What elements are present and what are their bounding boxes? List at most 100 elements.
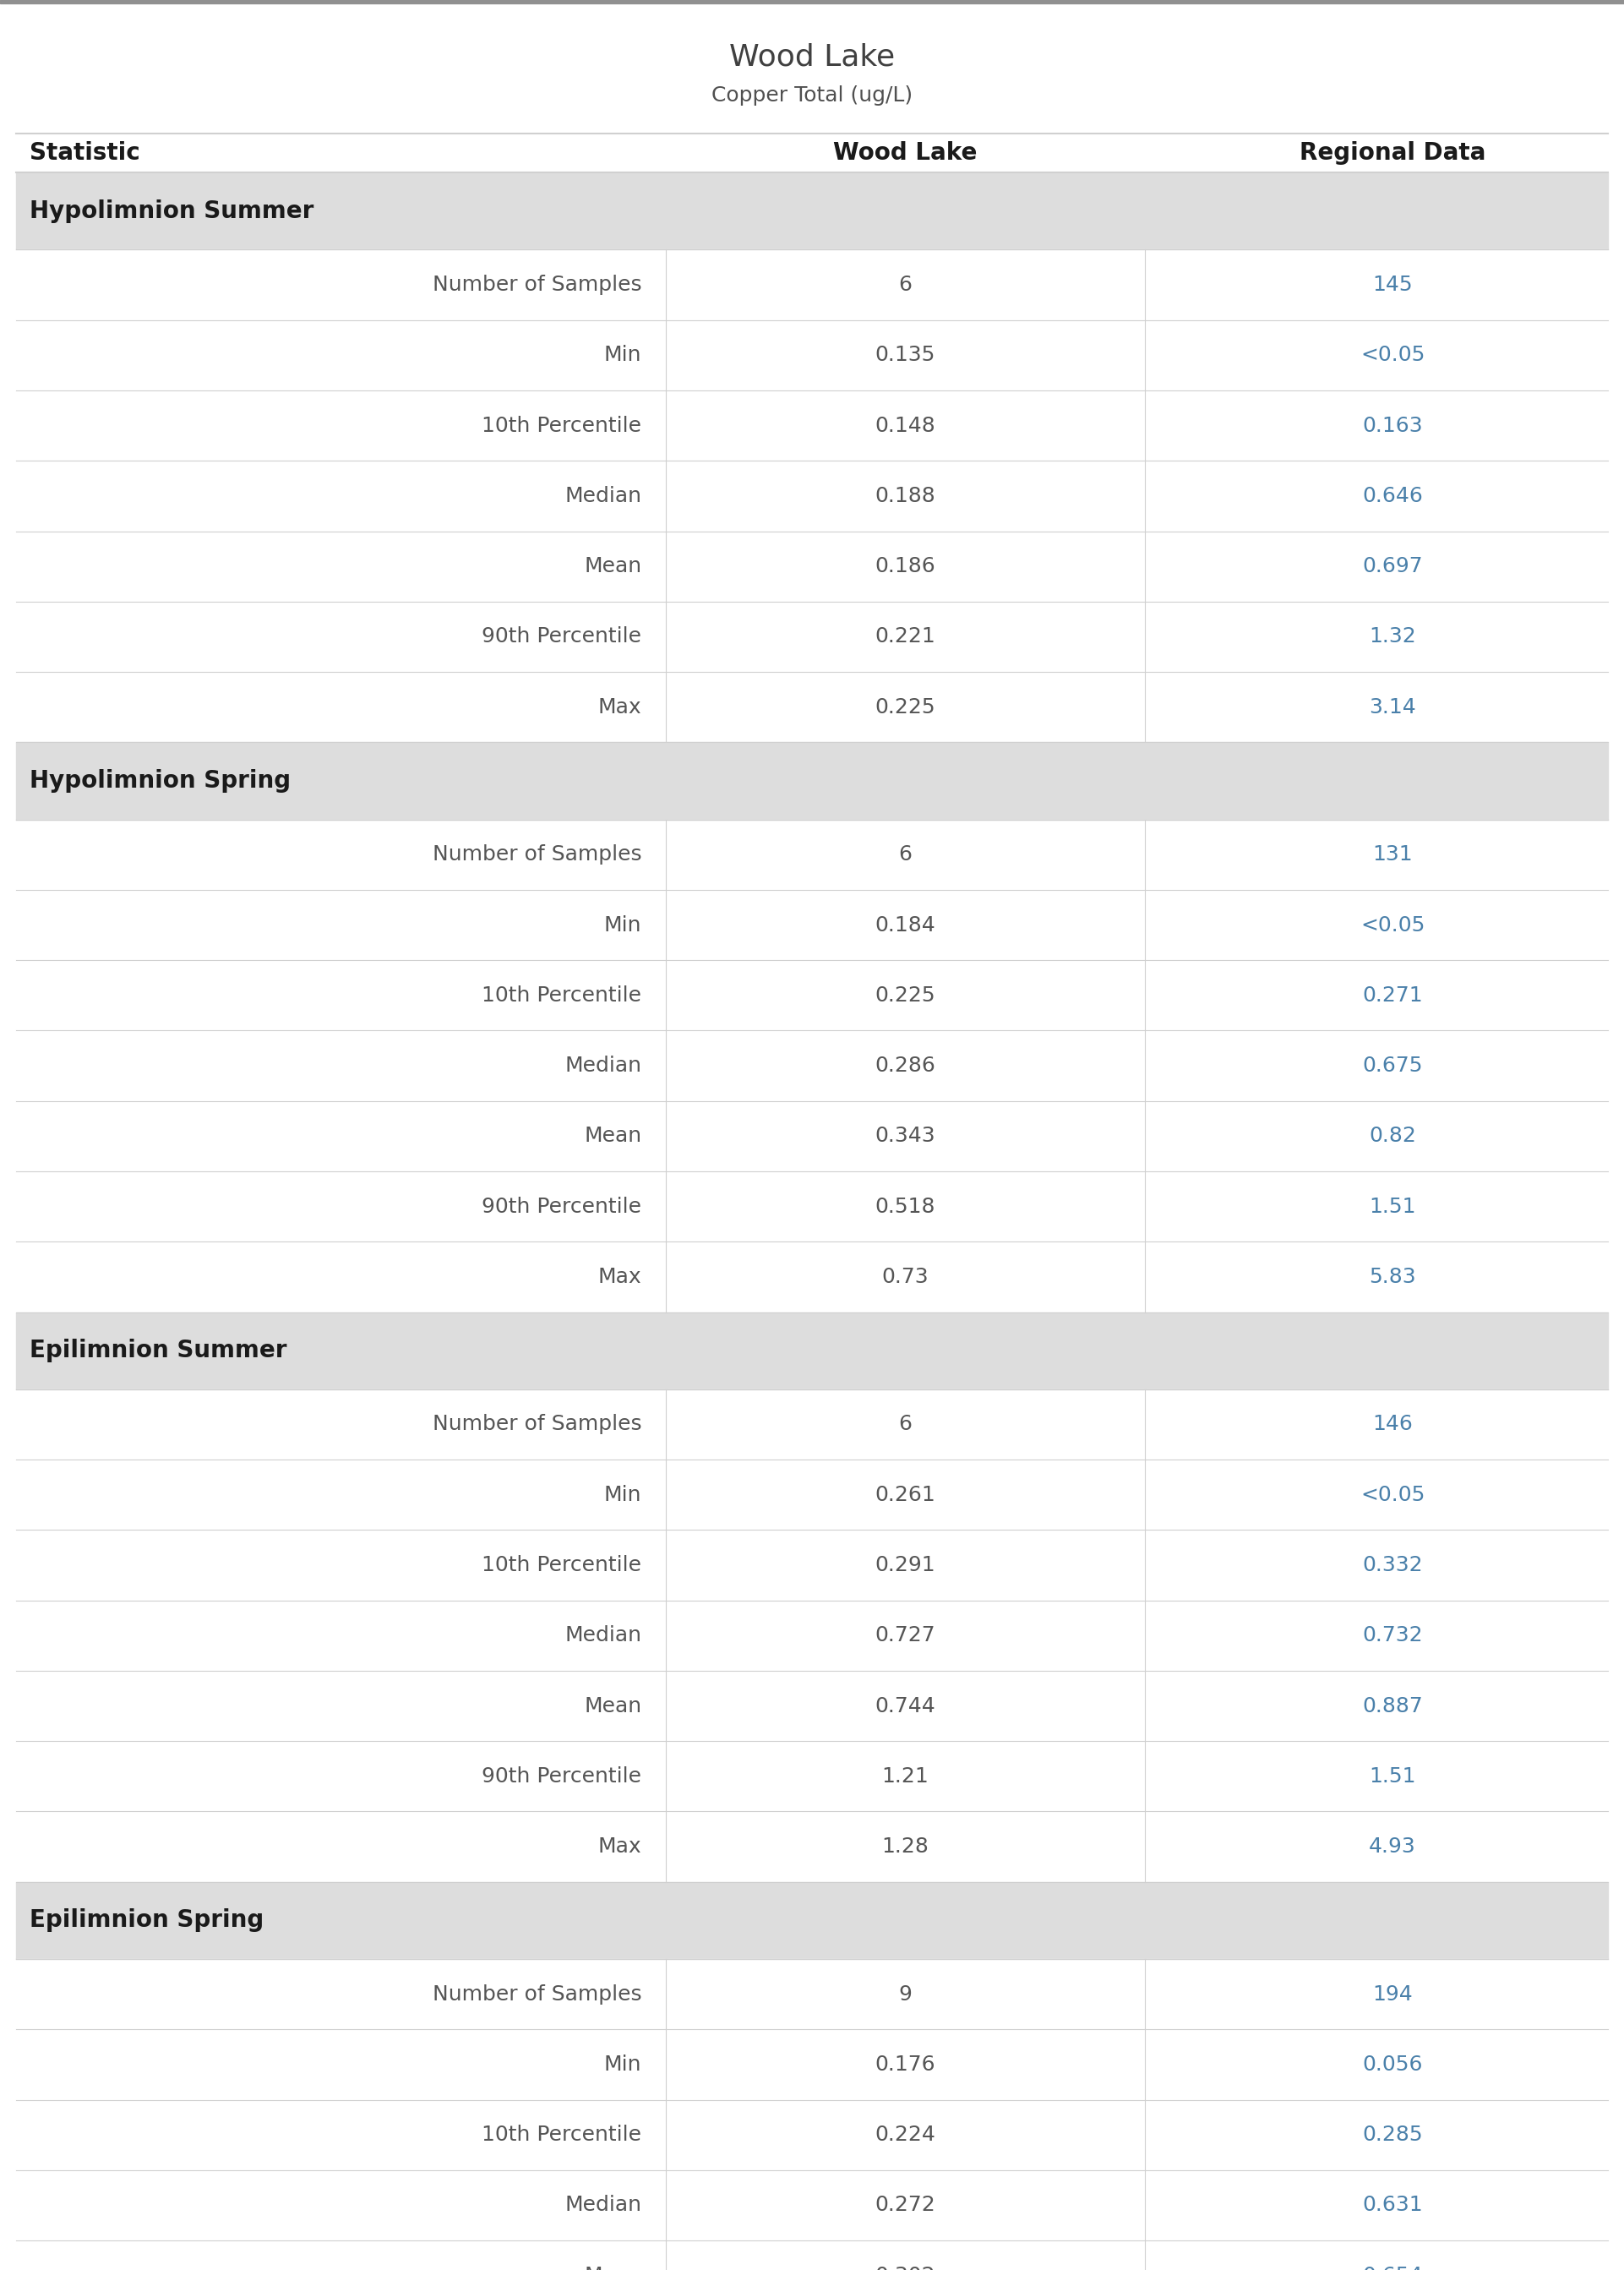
Bar (16, 173, 1608, 250)
Bar (16, 819, 1608, 890)
Text: 1.51: 1.51 (1369, 1766, 1416, 1786)
Text: Hypolimnion Summer: Hypolimnion Summer (29, 200, 313, 222)
Text: Mean: Mean (585, 2265, 641, 2270)
Text: Number of Samples: Number of Samples (432, 1414, 641, 1435)
Bar (16, 1959, 1608, 2029)
Bar (16, 1600, 1608, 1671)
Text: 0.654: 0.654 (1363, 2265, 1423, 2270)
Text: Number of Samples: Number of Samples (432, 275, 641, 295)
Text: 0.732: 0.732 (1363, 1625, 1423, 1646)
Text: 0.285: 0.285 (1363, 2125, 1423, 2145)
Text: Wood Lake: Wood Lake (729, 43, 895, 70)
Bar (16, 1530, 1608, 1600)
Text: Max: Max (598, 697, 641, 717)
Text: 1.21: 1.21 (882, 1766, 929, 1786)
Text: Epilimnion Summer: Epilimnion Summer (29, 1339, 286, 1362)
Text: 131: 131 (1372, 844, 1413, 865)
Bar (16, 461, 1608, 531)
Text: 10th Percentile: 10th Percentile (482, 2125, 641, 2145)
Text: 10th Percentile: 10th Percentile (482, 1555, 641, 1575)
Text: 0.148: 0.148 (875, 415, 935, 436)
Bar (16, 1882, 1608, 1959)
Bar (16, 1101, 1608, 1171)
Text: Mean: Mean (585, 556, 641, 577)
Text: 0.286: 0.286 (875, 1056, 935, 1076)
Text: Regional Data: Regional Data (1299, 141, 1486, 166)
Text: 0.188: 0.188 (875, 486, 935, 506)
Text: 0.176: 0.176 (875, 2054, 935, 2075)
Text: 0.261: 0.261 (875, 1485, 935, 1505)
Text: 0.184: 0.184 (875, 915, 935, 935)
Text: Median: Median (565, 2195, 641, 2216)
Text: Max: Max (598, 1267, 641, 1287)
Text: 10th Percentile: 10th Percentile (482, 985, 641, 1006)
Text: Min: Min (604, 915, 641, 935)
Text: 1.28: 1.28 (882, 1836, 929, 1857)
Text: 0.271: 0.271 (1363, 985, 1423, 1006)
Text: 0.056: 0.056 (1363, 2054, 1423, 2075)
Text: 0.332: 0.332 (1363, 1555, 1423, 1575)
Bar (16, 320, 1608, 390)
Text: 5.83: 5.83 (1369, 1267, 1416, 1287)
Text: 0.291: 0.291 (875, 1555, 935, 1575)
Text: 6: 6 (898, 275, 913, 295)
Bar (16, 1811, 1608, 1882)
Text: 6: 6 (898, 844, 913, 865)
Text: 0.675: 0.675 (1363, 1056, 1423, 1076)
Text: 0.744: 0.744 (875, 1696, 935, 1716)
Text: 0.302: 0.302 (875, 2265, 935, 2270)
Bar (16, 2170, 1608, 2240)
Text: Min: Min (604, 1485, 641, 1505)
Text: Mean: Mean (585, 1696, 641, 1716)
Text: 90th Percentile: 90th Percentile (482, 1766, 641, 1786)
Text: 0.186: 0.186 (875, 556, 935, 577)
Bar (16, 672, 1608, 742)
Text: 10th Percentile: 10th Percentile (482, 415, 641, 436)
Text: 1.51: 1.51 (1369, 1196, 1416, 1217)
Text: Hypolimnion Spring: Hypolimnion Spring (29, 770, 291, 792)
Text: 0.135: 0.135 (875, 345, 935, 365)
Bar (16, 1460, 1608, 1530)
Text: 194: 194 (1372, 1984, 1413, 2004)
Text: Median: Median (565, 486, 641, 506)
Bar (16, 1242, 1608, 1312)
Bar (16, 2029, 1608, 2100)
Text: 0.697: 0.697 (1363, 556, 1423, 577)
Text: 0.163: 0.163 (1363, 415, 1423, 436)
Bar (16, 742, 1608, 819)
Bar (16, 531, 1608, 602)
Text: 0.82: 0.82 (1369, 1126, 1416, 1146)
Text: Copper Total (ug/L): Copper Total (ug/L) (711, 86, 913, 104)
Text: Statistic: Statistic (29, 141, 140, 166)
Text: 145: 145 (1372, 275, 1413, 295)
Text: 1.32: 1.32 (1369, 627, 1416, 647)
Text: <0.05: <0.05 (1361, 1485, 1424, 1505)
Text: Median: Median (565, 1625, 641, 1646)
Bar (16, 890, 1608, 960)
Text: 0.646: 0.646 (1363, 486, 1423, 506)
Text: 4.93: 4.93 (1369, 1836, 1416, 1857)
Text: Min: Min (604, 345, 641, 365)
Text: 0.343: 0.343 (875, 1126, 935, 1146)
Text: Min: Min (604, 2054, 641, 2075)
Text: 0.221: 0.221 (875, 627, 935, 647)
Bar (16, 1312, 1608, 1389)
Text: 6: 6 (898, 1414, 913, 1435)
Bar (16, 1031, 1608, 1101)
Text: 9: 9 (898, 1984, 913, 2004)
Bar (16, 960, 1608, 1031)
Text: 0.73: 0.73 (882, 1267, 929, 1287)
Text: 0.887: 0.887 (1363, 1696, 1423, 1716)
Text: 0.225: 0.225 (875, 697, 935, 717)
Text: 0.631: 0.631 (1363, 2195, 1423, 2216)
Text: <0.05: <0.05 (1361, 915, 1424, 935)
Bar (16, 390, 1608, 461)
Text: Mean: Mean (585, 1126, 641, 1146)
Text: 3.14: 3.14 (1369, 697, 1416, 717)
Text: 146: 146 (1372, 1414, 1413, 1435)
Bar (16, 250, 1608, 320)
Bar (16, 602, 1608, 672)
Bar (16, 1389, 1608, 1460)
Bar (16, 1671, 1608, 1741)
Text: Number of Samples: Number of Samples (432, 844, 641, 865)
